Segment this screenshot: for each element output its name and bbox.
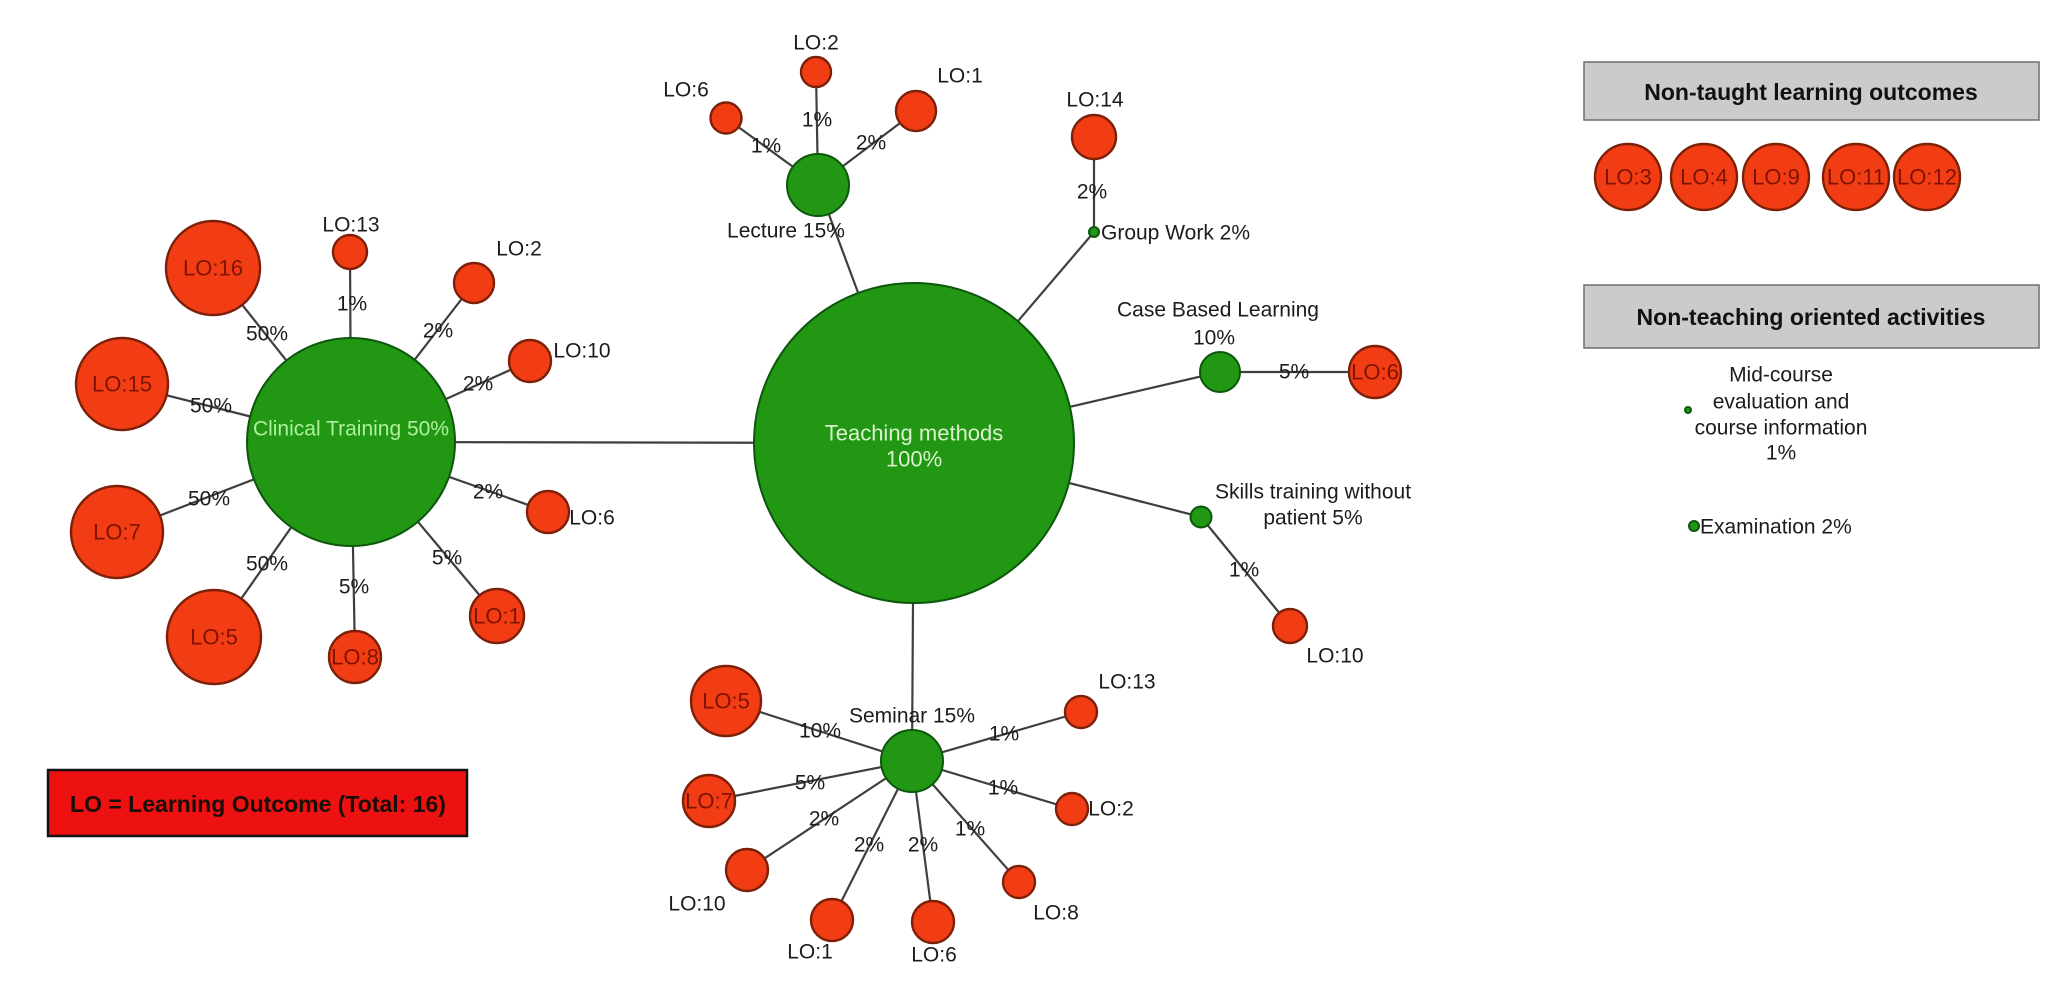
svg-text:LO:4: LO:4 [1680, 165, 1728, 190]
svg-text:1%: 1% [337, 293, 367, 316]
svg-text:LO:13: LO:13 [322, 214, 379, 237]
svg-text:LO:9: LO:9 [1752, 165, 1800, 190]
svg-text:LO:6: LO:6 [569, 507, 615, 530]
svg-text:LO:11: LO:11 [1827, 165, 1885, 190]
svg-text:Non-teaching oriented activiti: Non-teaching oriented activities [1637, 304, 1986, 330]
svg-text:50%: 50% [246, 323, 288, 346]
svg-text:LO:6: LO:6 [911, 944, 957, 967]
svg-text:LO:6: LO:6 [1351, 360, 1399, 385]
svg-text:LO:1: LO:1 [473, 604, 521, 629]
svg-text:1%: 1% [955, 818, 985, 841]
svg-text:5%: 5% [795, 772, 825, 795]
svg-text:LO:7: LO:7 [685, 789, 733, 814]
svg-text:LO:7: LO:7 [93, 520, 141, 545]
svg-text:Lecture 15%: Lecture 15% [727, 220, 845, 243]
svg-text:1%: 1% [988, 777, 1018, 800]
svg-text:10%: 10% [1193, 327, 1235, 350]
svg-text:course information: course information [1695, 417, 1868, 440]
svg-text:Teaching methods: Teaching methods [825, 421, 1004, 446]
svg-text:1%: 1% [1229, 559, 1259, 582]
svg-text:Clinical Training 50%: Clinical Training 50% [253, 418, 449, 441]
svg-text:5%: 5% [432, 547, 462, 570]
svg-text:50%: 50% [246, 553, 288, 576]
svg-text:LO:5: LO:5 [702, 689, 750, 714]
svg-text:1%: 1% [802, 109, 832, 132]
svg-text:2%: 2% [856, 132, 886, 155]
svg-text:Mid-course: Mid-course [1729, 364, 1833, 387]
svg-text:LO:3: LO:3 [1604, 165, 1652, 190]
svg-text:LO:2: LO:2 [496, 238, 542, 261]
svg-text:LO:13: LO:13 [1098, 671, 1155, 694]
svg-text:LO:10: LO:10 [1306, 645, 1363, 668]
svg-text:Seminar 15%: Seminar 15% [849, 705, 975, 728]
svg-text:LO:12: LO:12 [1897, 165, 1957, 190]
svg-text:patient 5%: patient 5% [1263, 507, 1362, 530]
svg-text:LO = Learning Outcome (Total:: LO = Learning Outcome (Total: 16) [70, 791, 446, 817]
svg-text:2%: 2% [463, 373, 493, 396]
svg-text:LO:10: LO:10 [668, 893, 725, 916]
svg-text:LO:14: LO:14 [1066, 89, 1124, 112]
svg-text:Examination 2%: Examination 2% [1700, 516, 1852, 539]
svg-text:Group Work 2%: Group Work 2% [1101, 222, 1250, 245]
svg-text:50%: 50% [190, 395, 232, 418]
svg-text:2%: 2% [423, 320, 453, 343]
svg-text:1%: 1% [751, 135, 781, 158]
svg-text:Skills training without: Skills training without [1215, 481, 1411, 504]
svg-text:2%: 2% [908, 834, 938, 857]
svg-text:2%: 2% [1077, 181, 1107, 204]
svg-text:5%: 5% [339, 576, 369, 599]
svg-text:Case Based Learning: Case Based Learning [1117, 299, 1319, 322]
svg-text:2%: 2% [809, 808, 839, 831]
svg-text:1%: 1% [1766, 442, 1796, 465]
svg-text:LO:5: LO:5 [190, 625, 238, 650]
svg-text:Non-taught learning outcomes: Non-taught learning outcomes [1644, 79, 1978, 105]
svg-text:5%: 5% [1279, 361, 1309, 384]
svg-text:LO:6: LO:6 [663, 79, 709, 102]
svg-text:10%: 10% [799, 720, 841, 743]
svg-text:LO:8: LO:8 [331, 645, 379, 670]
svg-text:1%: 1% [989, 723, 1019, 746]
svg-text:LO:10: LO:10 [553, 340, 610, 363]
svg-text:LO:2: LO:2 [1088, 798, 1134, 821]
svg-text:LO:1: LO:1 [937, 65, 983, 88]
svg-text:100%: 100% [886, 447, 942, 472]
svg-text:LO:1: LO:1 [787, 941, 833, 964]
svg-text:LO:8: LO:8 [1033, 902, 1079, 925]
svg-text:2%: 2% [473, 481, 503, 504]
svg-text:LO:2: LO:2 [793, 32, 839, 55]
svg-text:LO:15: LO:15 [92, 372, 152, 397]
svg-text:50%: 50% [188, 488, 230, 511]
svg-text:2%: 2% [854, 834, 884, 857]
svg-text:evaluation and: evaluation and [1713, 391, 1850, 414]
svg-text:LO:16: LO:16 [183, 256, 243, 281]
